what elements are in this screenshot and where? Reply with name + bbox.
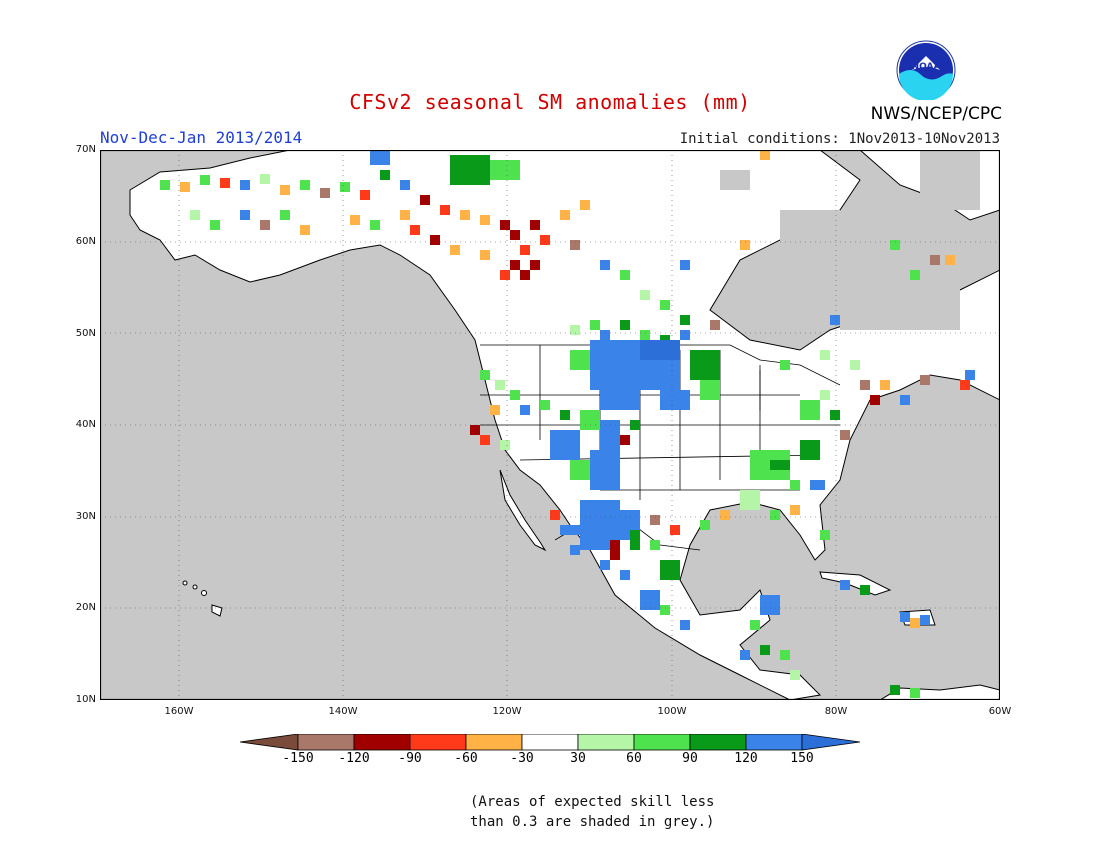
lat-label: 20N bbox=[75, 602, 96, 613]
lon-label: 60W bbox=[988, 706, 1012, 717]
cuba bbox=[819, 571, 892, 596]
agency-label: NWS/NCEP/CPC bbox=[870, 104, 1002, 124]
skill-note-line: than 0.3 are shaded in grey.) bbox=[470, 814, 715, 830]
skill-note: (Areas of expected skill less than 0.3 a… bbox=[470, 792, 730, 832]
chart-title: CFSv2 seasonal SM anomalies (mm) bbox=[349, 90, 751, 114]
hawaii bbox=[182, 580, 223, 617]
skill-note-line: (Areas of expected skill less bbox=[470, 794, 715, 810]
initial-conditions-label: Initial conditions: 1Nov2013-10Nov2013 bbox=[679, 131, 1000, 147]
colorbar-segment bbox=[409, 734, 467, 751]
colorbar-segment bbox=[689, 734, 747, 751]
colorbar bbox=[240, 734, 860, 751]
lon-label: 100W bbox=[657, 706, 687, 717]
lat-label: 70N bbox=[75, 144, 96, 155]
lat-label: 60N bbox=[75, 236, 96, 247]
lon-label: 80W bbox=[824, 706, 848, 717]
logo-text: NOAA bbox=[912, 62, 941, 72]
anomaly-map bbox=[100, 150, 1000, 700]
lat-label: 10N bbox=[75, 694, 96, 705]
colorbar-segment bbox=[353, 734, 411, 751]
colorbar-label: -150 bbox=[282, 751, 314, 766]
colorbar-label: 120 bbox=[734, 751, 758, 766]
colorbar-label: -90 bbox=[398, 751, 422, 766]
colorbar-segment bbox=[521, 734, 579, 751]
map-frame bbox=[100, 150, 1000, 700]
colorbar-label: 60 bbox=[626, 751, 642, 766]
colorbar-segment bbox=[745, 734, 803, 751]
anomaly-cells bbox=[160, 150, 975, 698]
colorbar-label: 90 bbox=[682, 751, 698, 766]
noaa-logo: NOAA bbox=[896, 40, 956, 100]
graticule bbox=[100, 150, 1000, 700]
colorbar-label: 150 bbox=[790, 751, 814, 766]
colorbar-label: -60 bbox=[454, 751, 478, 766]
colorbar-segment bbox=[633, 734, 691, 751]
lon-label: 160W bbox=[164, 706, 194, 717]
colorbar-segment bbox=[465, 734, 523, 751]
lat-label: 40N bbox=[75, 419, 96, 430]
baja-california bbox=[499, 469, 547, 552]
colorbar-label: -30 bbox=[510, 751, 534, 766]
colorbar-segment bbox=[297, 734, 355, 751]
lat-label: 50N bbox=[75, 328, 96, 339]
colorbar-segment bbox=[240, 734, 299, 751]
season-label: Nov-Dec-Jan 2013/2014 bbox=[100, 128, 303, 147]
lat-label: 30N bbox=[75, 511, 96, 522]
colorbar-segment bbox=[801, 734, 860, 751]
lon-label: 140W bbox=[328, 706, 358, 717]
colorbar-label: -120 bbox=[338, 751, 370, 766]
colorbar-segment bbox=[577, 734, 635, 751]
colorbar-label: 30 bbox=[570, 751, 586, 766]
lon-label: 120W bbox=[492, 706, 522, 717]
